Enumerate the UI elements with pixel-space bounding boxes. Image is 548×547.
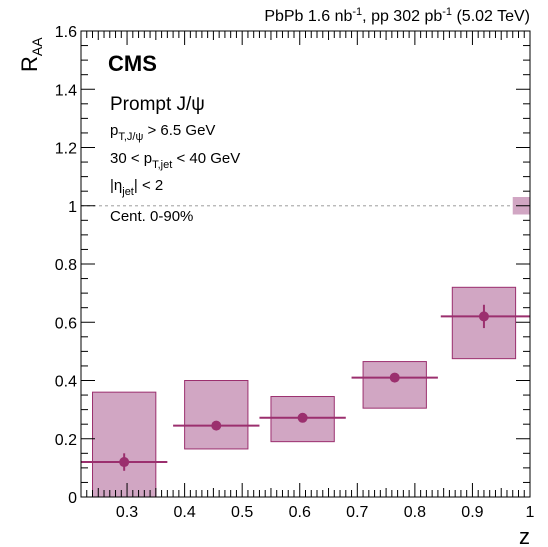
- data-point-3: [389, 372, 400, 383]
- legend-jet-eta: |ηjet| < 2: [110, 177, 163, 198]
- x-tick-label: 0.5: [231, 504, 253, 521]
- y-tick-label: 0: [68, 490, 77, 507]
- y-tick-label: 0.4: [55, 374, 77, 391]
- legend-jet-pt: 30 < pT,jet < 40 GeV: [110, 150, 240, 171]
- syst-box-1: [184, 380, 249, 450]
- y-tick-label: 1.2: [55, 141, 77, 158]
- y-tick-label: 1: [68, 199, 77, 216]
- x-tick-label: 0.7: [346, 504, 368, 521]
- data-point-4: [478, 311, 489, 322]
- x-axis-label: z: [519, 524, 530, 547]
- data-point-0: [119, 457, 130, 468]
- y-tick-label: 1.4: [55, 82, 77, 99]
- x-tick-label: 1: [526, 504, 535, 521]
- x-tick-label: 0.3: [116, 504, 138, 521]
- syst-box-3: [362, 361, 427, 409]
- x-tick-label: 0.9: [461, 504, 483, 521]
- y-tick-label: 0.6: [55, 315, 77, 332]
- data-points: [81, 304, 530, 471]
- x-tick-label: 0.6: [289, 504, 311, 521]
- experiment-label: CMS: [108, 51, 157, 76]
- y-tick-label: 0.2: [55, 432, 77, 449]
- legend-particle: Prompt J/ψ: [110, 94, 205, 115]
- data-point-2: [297, 412, 308, 423]
- lumi-label: PbPb 1.6 nb-1, pp 302 pb-1 (5.02 TeV): [264, 6, 530, 25]
- legend-centrality: Cent. 0-90%: [110, 208, 193, 225]
- data-point-1: [211, 420, 222, 431]
- x-tick-label: 0.4: [173, 504, 195, 521]
- systematic-boxes: [92, 286, 517, 498]
- legend-pt-cut: pT,J/ψ > 6.5 GeV: [110, 122, 215, 143]
- x-tick-label: 0.8: [404, 504, 426, 521]
- y-tick-label: 0.8: [55, 257, 77, 274]
- y-tick-label: 1.6: [55, 24, 77, 41]
- y-axis-label: RAA: [17, 37, 45, 72]
- syst-box-0: [92, 391, 157, 498]
- axis-ticks: 0 0.2 0.4 0.6 0.8 1 1.2 1.4 1.6 0.3 0.4 0.5 0.6 0.7 0.…: [55, 24, 535, 521]
